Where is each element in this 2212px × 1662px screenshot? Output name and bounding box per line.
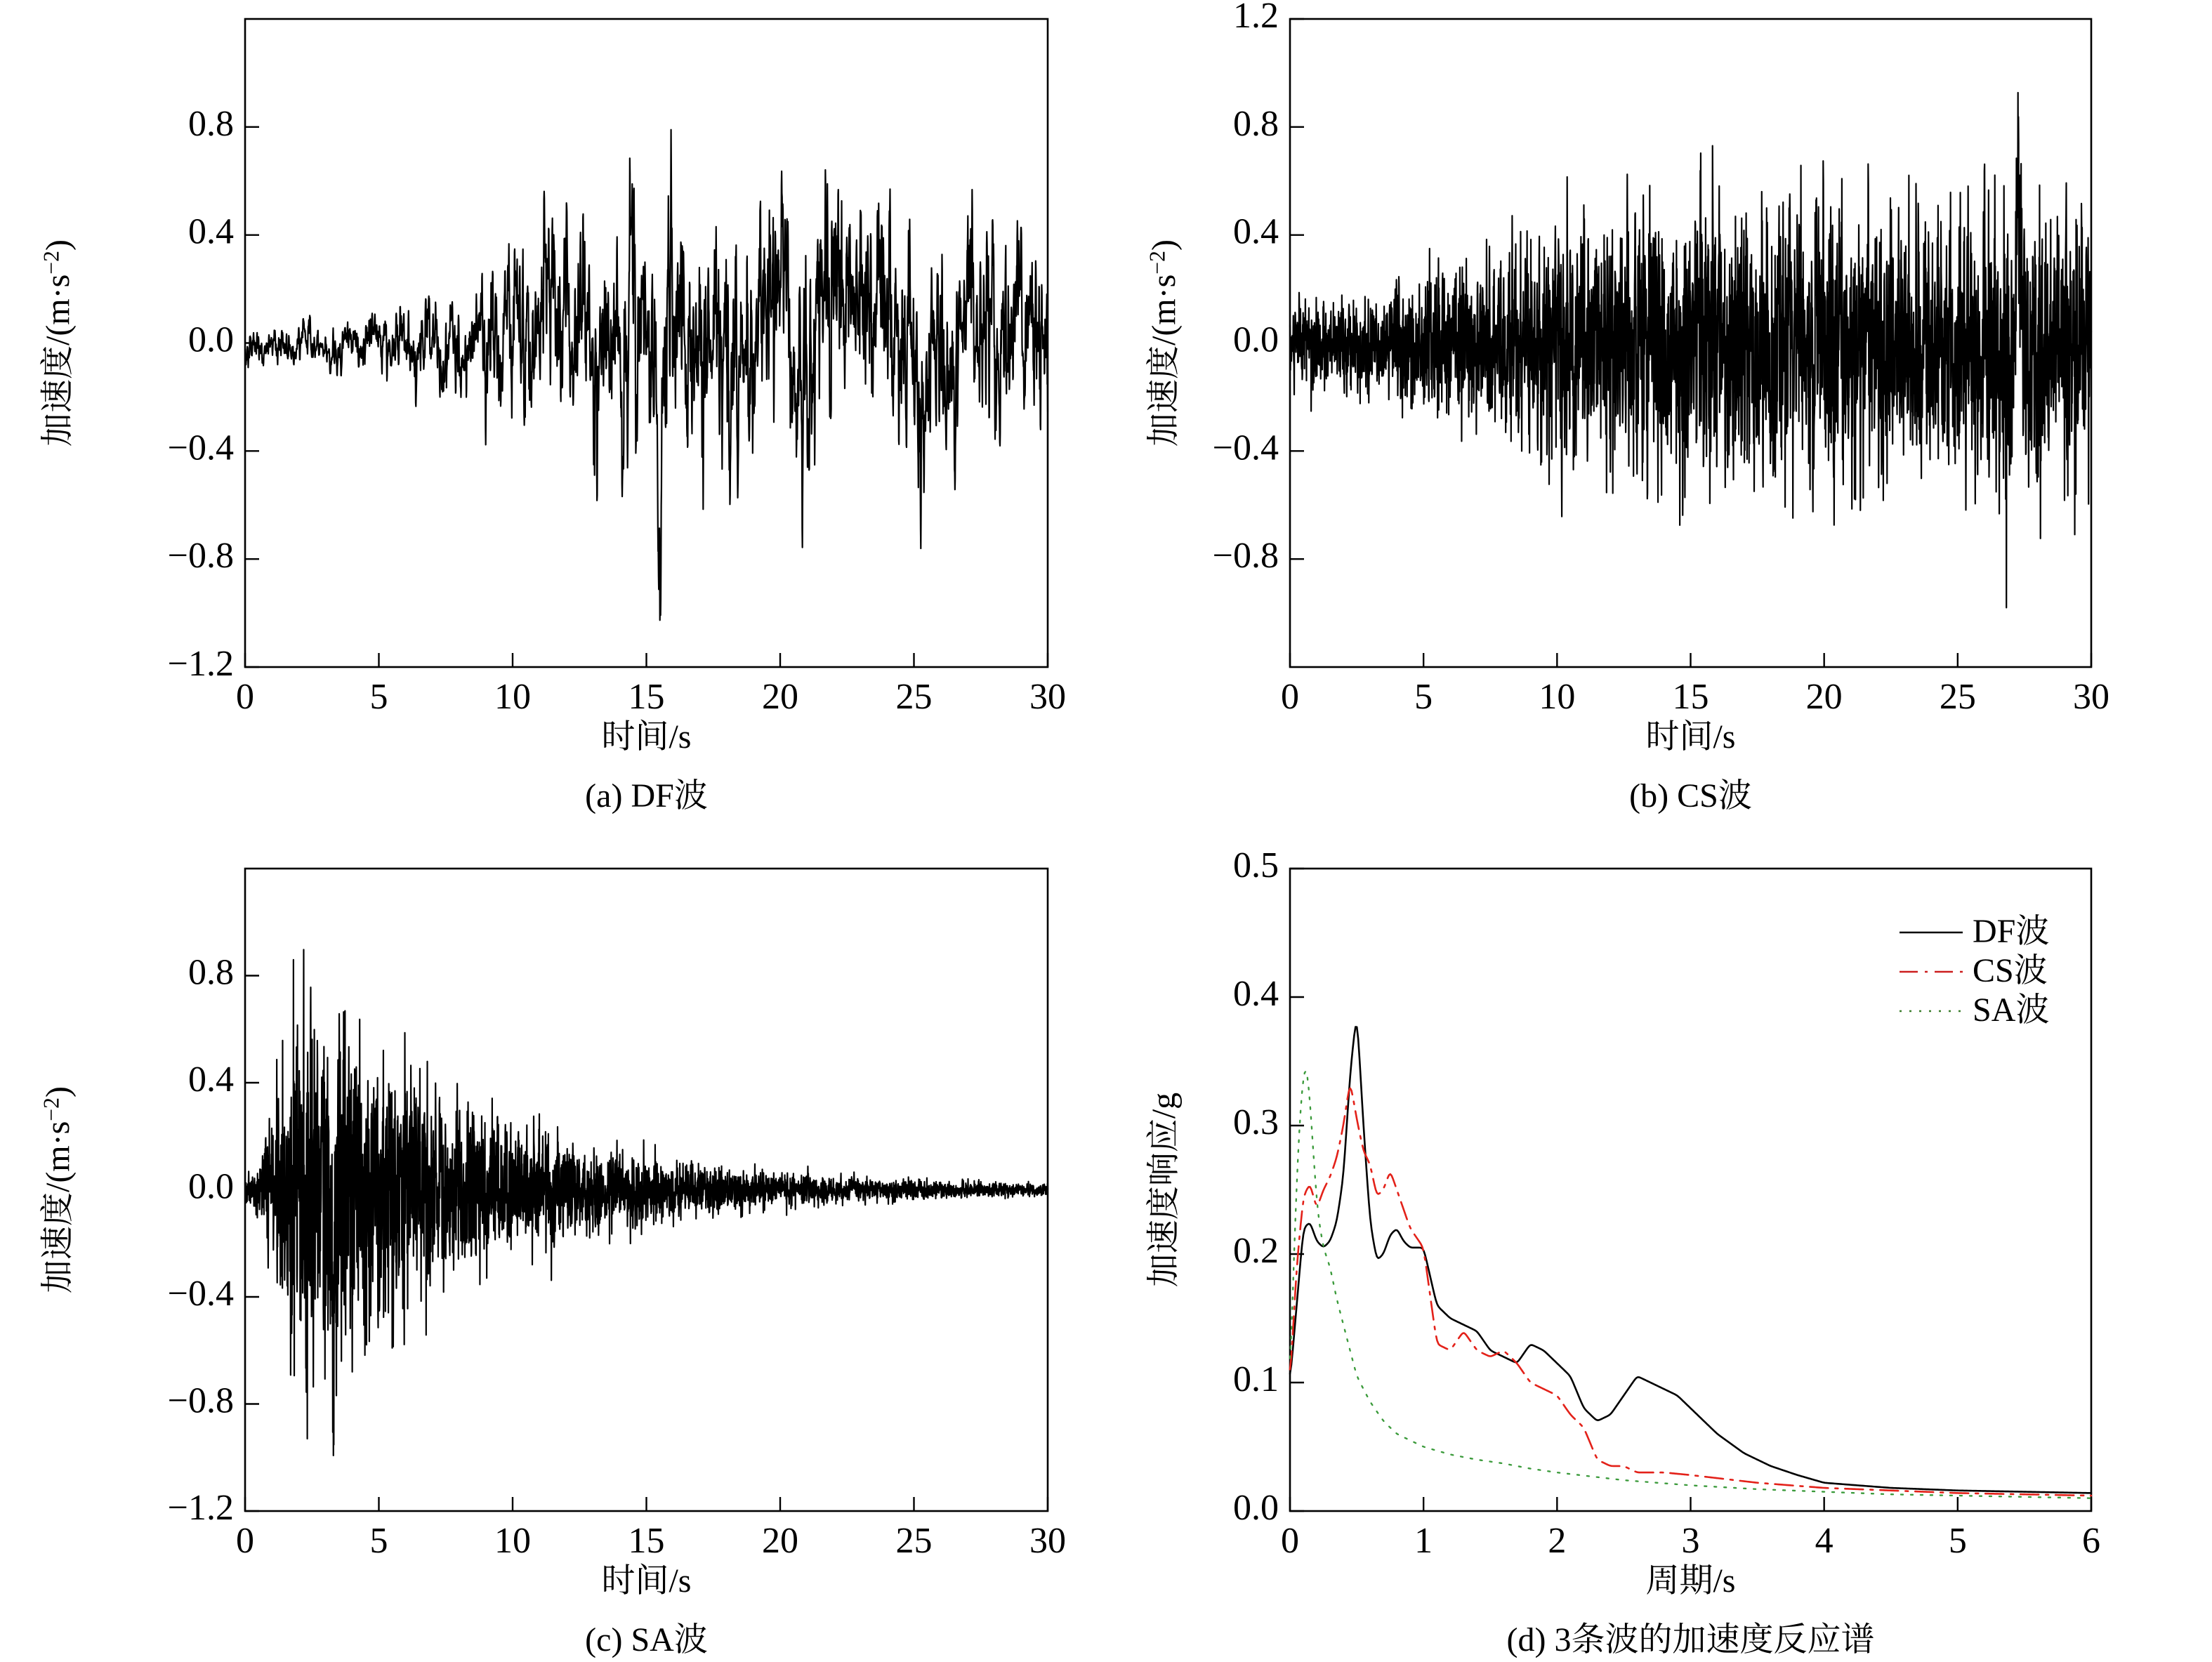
svg-text:(d) 3: (d) 3 [1507, 1621, 1572, 1658]
svg-text:20: 20 [762, 1521, 798, 1561]
svg-text:SA: SA [1973, 991, 2016, 1029]
svg-text:(c): (c) [585, 1621, 622, 1658]
svg-text:−1.2: −1.2 [168, 1487, 234, 1527]
svg-text:−0.8: −0.8 [168, 1380, 234, 1420]
svg-text:0.0: 0.0 [188, 1166, 234, 1206]
svg-text:0.4: 0.4 [188, 1059, 234, 1099]
svg-text:): ) [1145, 239, 1183, 251]
svg-text:0.0: 0.0 [1233, 319, 1279, 360]
svg-text:−1.2: −1.2 [168, 644, 234, 684]
svg-text:15: 15 [628, 677, 665, 717]
svg-text:25: 25 [896, 1521, 933, 1561]
svg-text:25: 25 [896, 677, 933, 717]
svg-text:−2: −2 [39, 1097, 64, 1121]
svg-text:/(: /( [1145, 325, 1183, 345]
svg-text:1: 1 [1414, 1521, 1433, 1561]
svg-text:(a): (a) [585, 777, 622, 814]
svg-text:0.8: 0.8 [188, 104, 234, 144]
svg-text:6: 6 [2082, 1521, 2100, 1561]
svg-text:·: · [1145, 287, 1183, 298]
svg-text:(b): (b) [1629, 777, 1668, 814]
svg-text:15: 15 [1673, 677, 1709, 717]
svg-text:5: 5 [370, 1521, 388, 1561]
svg-text:−0.4: −0.4 [1213, 428, 1279, 468]
svg-text:m: m [39, 1145, 77, 1171]
svg-text:20: 20 [762, 677, 798, 717]
svg-text:3: 3 [1682, 1521, 1700, 1561]
svg-text:0.8: 0.8 [1233, 104, 1279, 144]
svg-text:s: s [39, 275, 77, 288]
svg-text:20: 20 [1806, 677, 1843, 717]
svg-text:10: 10 [494, 677, 531, 717]
svg-text:0.4: 0.4 [1233, 973, 1279, 1013]
svg-text:/: / [1145, 1109, 1183, 1119]
svg-text:15: 15 [628, 1521, 665, 1561]
svg-text:30: 30 [1029, 1521, 1066, 1561]
svg-text:/(: /( [39, 1171, 77, 1192]
svg-text:0.5: 0.5 [1233, 845, 1279, 885]
svg-text:2: 2 [1548, 1521, 1566, 1561]
svg-text:/s: /s [1713, 718, 1735, 756]
svg-text:10: 10 [1539, 677, 1575, 717]
svg-text:−2: −2 [1145, 251, 1170, 275]
svg-text:m: m [1145, 298, 1183, 324]
svg-text:s: s [1145, 275, 1183, 288]
svg-text:0: 0 [236, 677, 254, 717]
svg-text:−0.4: −0.4 [168, 428, 234, 468]
svg-text:0: 0 [1281, 1521, 1299, 1561]
svg-text:/(: /( [39, 325, 77, 345]
svg-text:SA: SA [631, 1621, 674, 1658]
svg-text:): ) [39, 1086, 77, 1097]
svg-text:0.3: 0.3 [1233, 1102, 1279, 1142]
svg-text:0.4: 0.4 [188, 212, 234, 252]
svg-text:−0.8: −0.8 [1213, 536, 1279, 576]
svg-text:5: 5 [370, 677, 388, 717]
svg-text:10: 10 [494, 1521, 531, 1561]
svg-text:30: 30 [2073, 677, 2109, 717]
svg-text:4: 4 [1815, 1521, 1834, 1561]
svg-text:s: s [39, 1121, 77, 1134]
svg-text:0.0: 0.0 [188, 319, 234, 360]
svg-text:−0.8: −0.8 [168, 536, 234, 576]
svg-text:/s: /s [1713, 1562, 1735, 1600]
svg-text:CS: CS [1677, 777, 1718, 814]
svg-text:1.2: 1.2 [1233, 0, 1279, 36]
svg-text:−2: −2 [39, 251, 64, 275]
svg-text:DF: DF [631, 777, 673, 814]
svg-text:g: g [1145, 1092, 1183, 1109]
svg-text:5: 5 [1414, 677, 1433, 717]
svg-text:0: 0 [1281, 677, 1299, 717]
svg-text:−0.4: −0.4 [168, 1273, 234, 1313]
svg-text:0.1: 0.1 [1233, 1359, 1279, 1399]
svg-text:0.8: 0.8 [188, 952, 234, 992]
svg-text:30: 30 [1029, 677, 1066, 717]
svg-text:m: m [39, 298, 77, 324]
svg-text:0: 0 [236, 1521, 254, 1561]
svg-text:·: · [39, 287, 77, 298]
svg-text:/s: /s [669, 718, 691, 756]
svg-text:0.2: 0.2 [1233, 1230, 1279, 1270]
svg-text:0.4: 0.4 [1233, 212, 1279, 252]
svg-text:25: 25 [1940, 677, 1976, 717]
svg-text:DF: DF [1973, 913, 2015, 950]
svg-text:/s: /s [669, 1562, 691, 1600]
svg-text:5: 5 [1949, 1521, 1967, 1561]
svg-text:): ) [39, 239, 77, 251]
svg-text:CS: CS [1973, 952, 2014, 989]
svg-text:0.0: 0.0 [1233, 1487, 1279, 1527]
svg-text:·: · [39, 1134, 77, 1145]
